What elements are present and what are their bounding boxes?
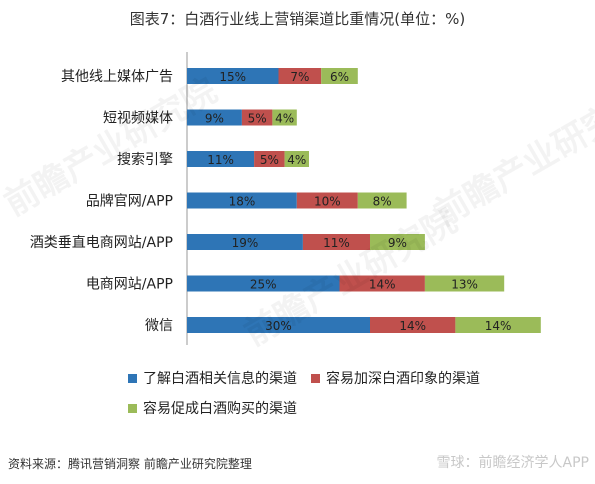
legend-label: 容易促成白酒购买的渠道: [143, 401, 297, 417]
data-label: 9%: [205, 112, 224, 126]
data-label: 7%: [290, 70, 309, 84]
data-label: 30%: [265, 319, 292, 333]
bar-segment: [187, 275, 340, 292]
bar-segment: [187, 234, 303, 250]
legend-swatch: [311, 373, 320, 383]
category-label: 电商网站/APP: [86, 277, 173, 293]
bar-segment: [424, 275, 505, 292]
category-label: 品牌官网/APP: [86, 193, 173, 210]
data-label: 25%: [250, 278, 277, 292]
bar-segment: [187, 192, 297, 209]
watermark-text: 雪球：前瞻经济学人APP: [436, 455, 589, 471]
data-label: 4%: [287, 153, 306, 167]
data-label: 15%: [219, 70, 246, 84]
bar-segment: [284, 151, 309, 167]
data-label: 8%: [373, 195, 392, 209]
bar-segment: [370, 317, 456, 333]
bar-segment: [370, 234, 425, 250]
legend: 了解白酒相关信息的渠道 容易加深白酒印象的渠道容易促成白酒购买的渠道: [128, 368, 568, 428]
source-note: 资料来源：腾讯营销洞察 前瞻产业研究院整理: [8, 457, 252, 471]
bar-segment: [272, 109, 297, 126]
data-label: 6%: [330, 70, 349, 84]
data-label: 5%: [248, 112, 267, 126]
data-label: 11%: [323, 236, 350, 250]
category-label: 其他线上媒体广告: [61, 69, 173, 85]
bar-segment: [187, 151, 255, 167]
category-label: 搜索引擎: [117, 151, 173, 168]
data-label: 9%: [388, 236, 407, 250]
data-label: 11%: [207, 153, 234, 167]
legend-item: 容易加深白酒印象的渠道: [311, 368, 480, 388]
bar-segment: [357, 192, 407, 209]
data-label: 4%: [275, 112, 294, 126]
data-label: 14%: [399, 319, 426, 333]
legend-item: 了解白酒相关信息的渠道: [128, 368, 297, 388]
stacked-bar-chart: 其他线上媒体广告 15% 7% 6% 短视频媒体 9% 5% 4% 搜索引擎 11% 5% 4% 品牌官…: [30, 52, 541, 345]
category-label: 微信: [145, 318, 173, 334]
bar-segment: [278, 68, 322, 84]
data-label: 10%: [314, 195, 341, 209]
data-label: 18%: [229, 195, 256, 209]
data-label: 19%: [232, 236, 259, 250]
data-label: 13%: [451, 278, 478, 292]
category-label: 酒类垂直电商网站/APP: [30, 234, 173, 251]
legend-label: 容易加深白酒印象的渠道: [326, 371, 480, 387]
legend-swatch: [128, 373, 137, 383]
bar-segment: [296, 192, 358, 209]
legend-swatch: [128, 403, 137, 413]
bar-segment: [187, 109, 242, 126]
data-label: 5%: [260, 153, 279, 167]
data-label: 14%: [369, 278, 396, 292]
bar-segment: [302, 234, 370, 250]
bar-segment: [321, 68, 358, 84]
bar-segment: [187, 68, 279, 84]
category-label: 短视频媒体: [103, 111, 173, 127]
data-label: 14%: [485, 319, 512, 333]
bar-segment: [241, 109, 273, 126]
bar-segment: [187, 317, 370, 333]
bar-segment: [455, 317, 541, 333]
legend-item: 容易促成白酒购买的渠道: [128, 398, 297, 418]
bar-segment: [254, 151, 285, 167]
bar-segment: [339, 275, 425, 292]
legend-label: 了解白酒相关信息的渠道: [143, 371, 297, 387]
chart-title: 图表7：白酒行业线上营销渠道比重情况(单位：%): [129, 10, 466, 28]
